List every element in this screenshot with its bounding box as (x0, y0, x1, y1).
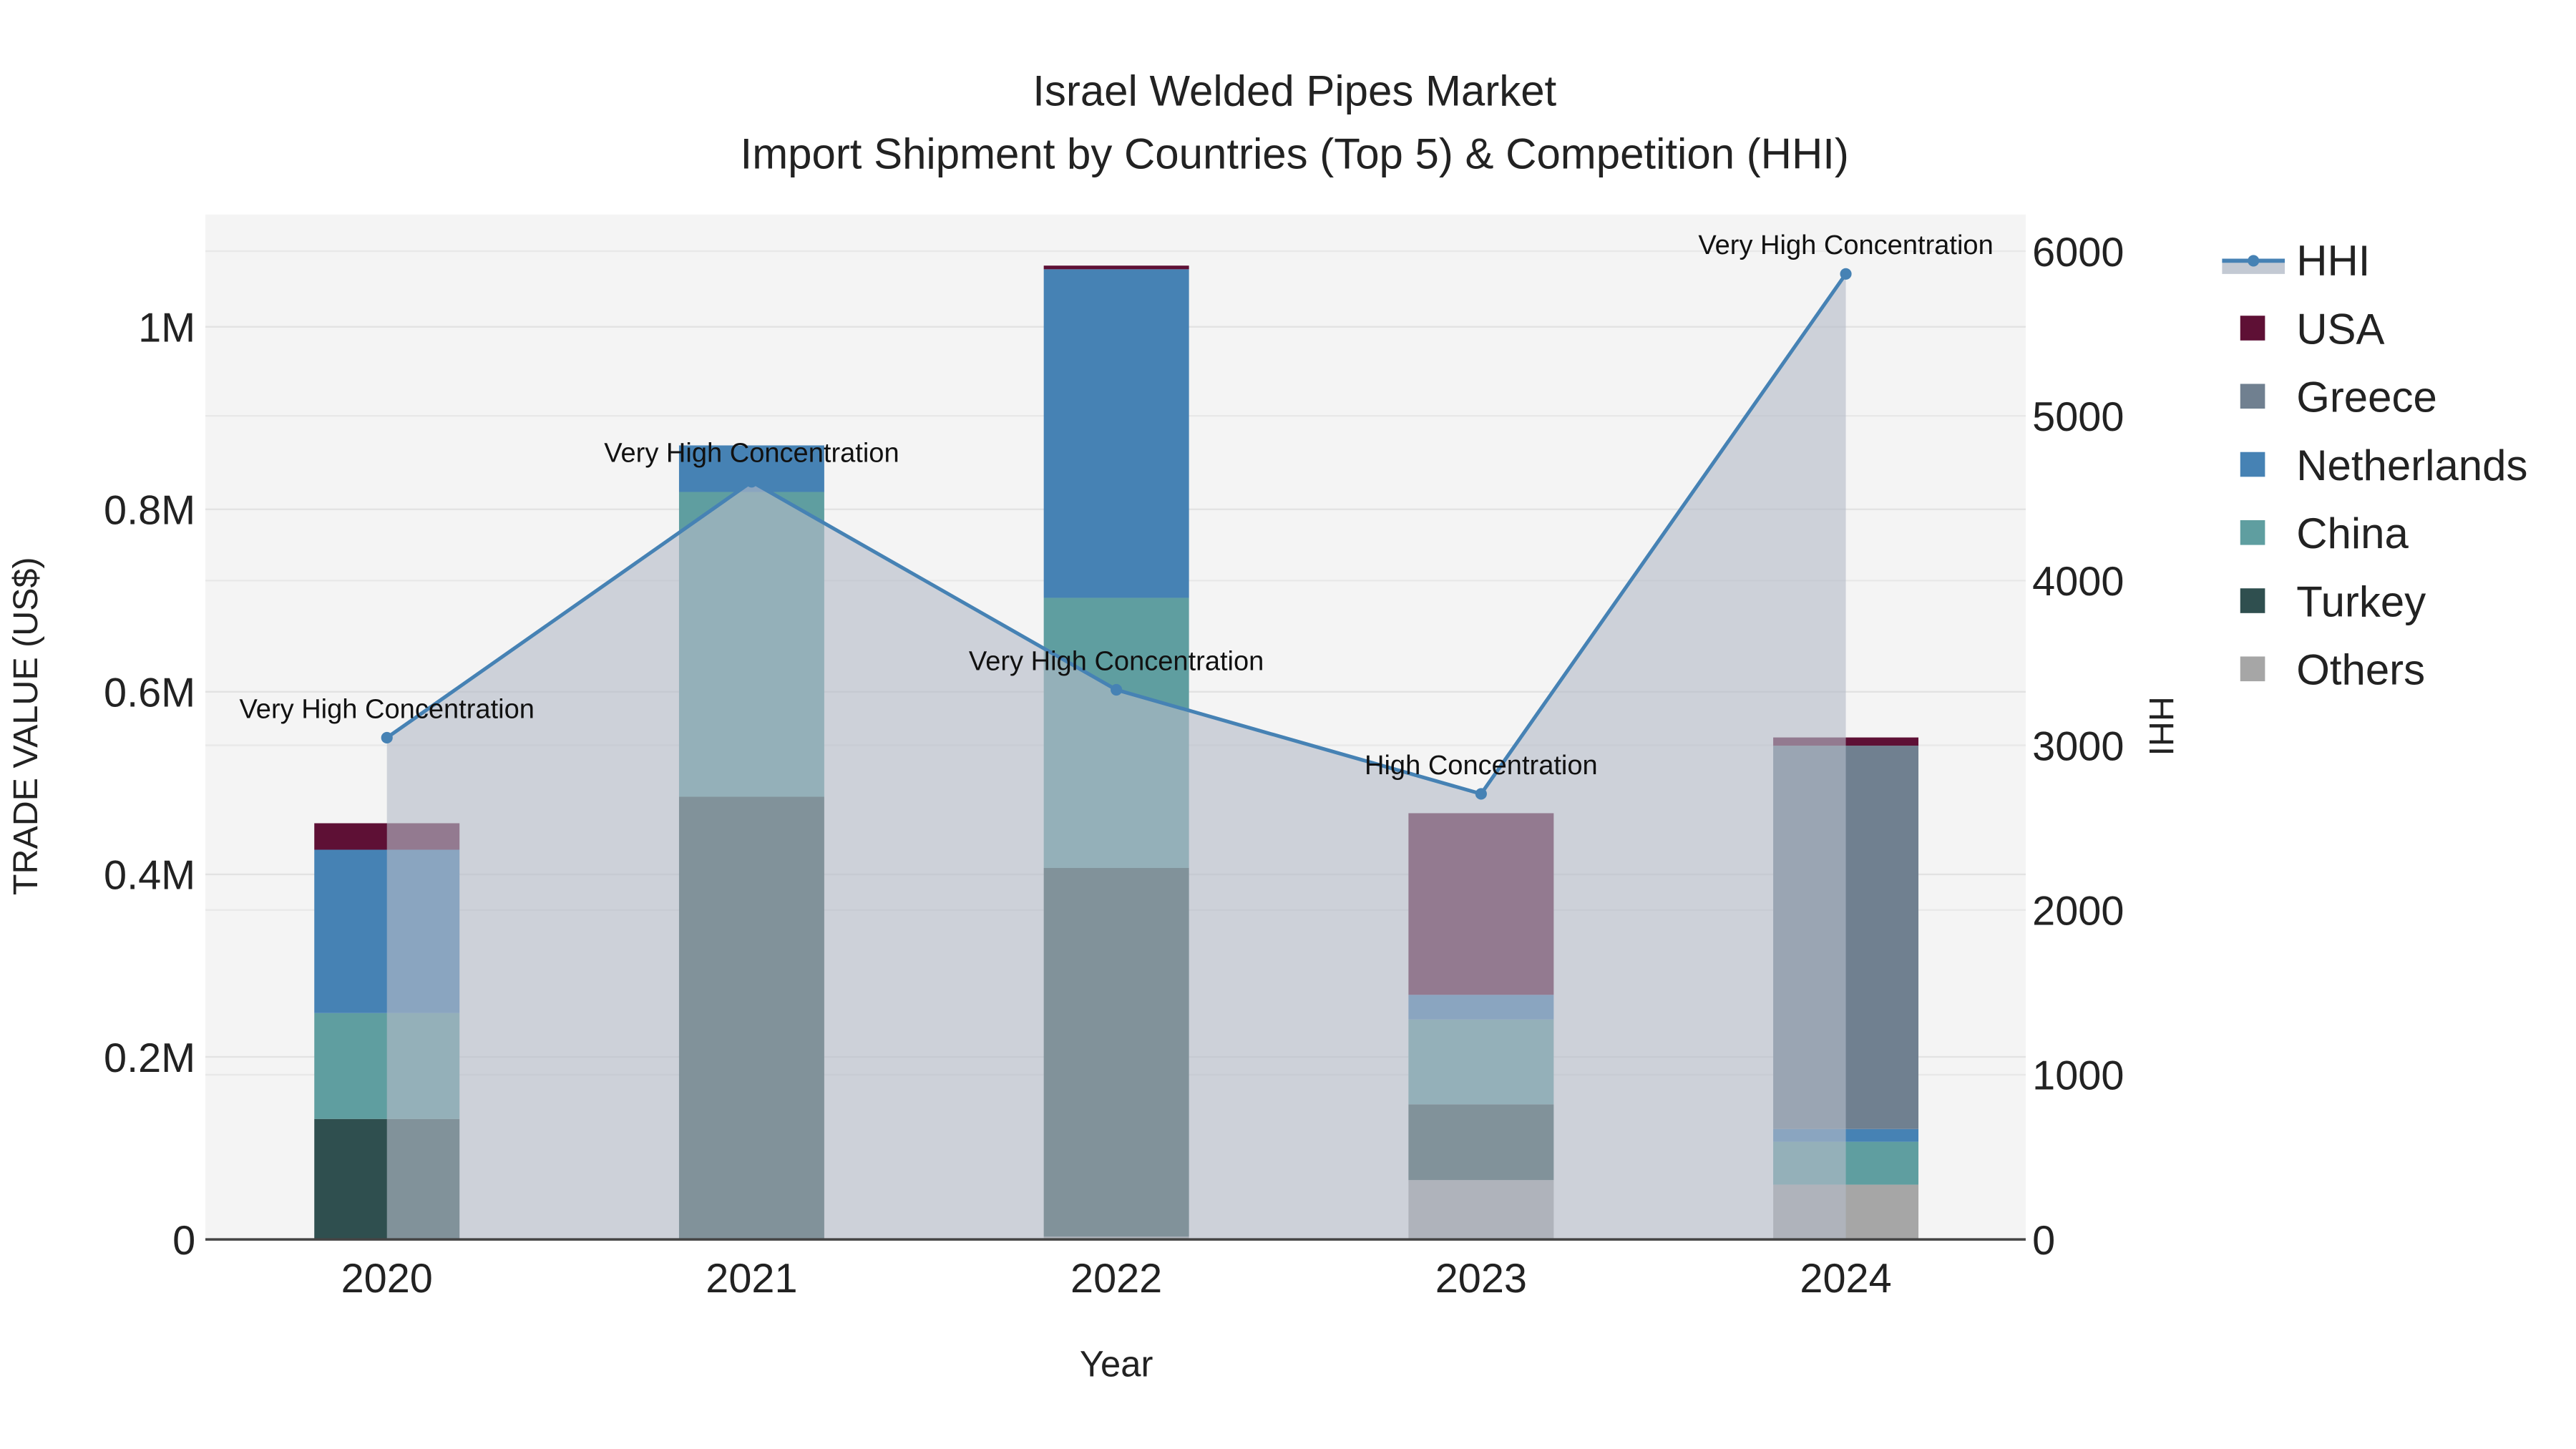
legend-label-china: China (2296, 509, 2409, 557)
y2-axis-title: HHI (2142, 696, 2180, 756)
hhi-point-2020 (381, 731, 393, 744)
y-tick-label: 0.6M (104, 670, 195, 716)
x-axis-title: Year (1080, 1344, 1153, 1385)
axes: 0 0.2M 0.4M 0.6M 0.8M 1M 0 1000 2000 3000 4000 5000… (104, 230, 2124, 1302)
x-tick-label: 2023 (1435, 1256, 1527, 1302)
y2-tick-label: 5000 (2032, 394, 2124, 440)
hhi-area (386, 273, 1846, 1240)
hhi-annotation: Very High Concentration (1698, 230, 1993, 260)
y2-tick-label: 1000 (2032, 1053, 2124, 1099)
y2-tick-label: 0 (2032, 1218, 2055, 1264)
legend-label-usa: USA (2296, 305, 2384, 353)
legend-hhi-area-swatch (2222, 260, 2285, 274)
legend-swatch-greece (2240, 384, 2265, 409)
hhi-series: Very High Concentration Very High Concent… (240, 230, 1994, 1240)
hhi-annotation: Very High Concentration (604, 439, 899, 469)
legend-label-greece: Greece (2296, 374, 2437, 421)
y-tick-label: 1M (138, 305, 195, 351)
legend-swatch-china (2240, 519, 2265, 545)
hhi-point-2022 (1111, 683, 1123, 696)
y2-tick-label: 6000 (2032, 230, 2124, 275)
bar-usa-2022 (1043, 265, 1189, 270)
legend-swatch-others (2240, 656, 2265, 682)
y2-tick-label: 2000 (2032, 888, 2124, 934)
y-tick-label: 0.4M (104, 853, 195, 899)
x-tick-label: 2020 (341, 1256, 433, 1302)
legend-swatch-netherlands (2240, 452, 2265, 477)
legend-label-netherlands: Netherlands (2296, 441, 2527, 489)
y-axis-title: TRADE VALUE (US$) (6, 557, 45, 895)
x-tick-label: 2022 (1070, 1256, 1162, 1302)
hhi-annotation: Very High Concentration (240, 694, 535, 724)
chart-subtitle: Import Shipment by Countries (Top 5) & C… (741, 130, 1849, 177)
hhi-point-2023 (1475, 788, 1487, 800)
legend-label-hhi: HHI (2296, 237, 2370, 285)
legend-swatch-usa (2240, 316, 2265, 341)
hhi-annotation: Very High Concentration (969, 646, 1264, 676)
hhi-annotation: High Concentration (1365, 751, 1598, 781)
legend-swatch-turkey (2240, 588, 2265, 613)
bar-netherlands-2022 (1043, 269, 1189, 598)
x-tick-label: 2024 (1800, 1256, 1891, 1302)
y2-tick-label: 3000 (2032, 723, 2124, 769)
legend-hhi-marker (2248, 255, 2260, 267)
hhi-point-2024 (1840, 268, 1852, 280)
x-tick-label: 2021 (706, 1256, 797, 1302)
legend: HHI USA Greece Netherlands China Turkey Others (2222, 237, 2527, 694)
legend-label-turkey: Turkey (2296, 577, 2426, 625)
y2-tick-label: 4000 (2032, 559, 2124, 605)
y-tick-label: 0.2M (104, 1035, 195, 1081)
hhi-point-2021 (746, 476, 758, 488)
chart-title: Israel Welded Pipes Market (1033, 67, 1556, 115)
legend-label-others: Others (2296, 646, 2425, 694)
y-tick-label: 0 (172, 1218, 195, 1264)
y-tick-label: 0.8M (104, 488, 195, 534)
